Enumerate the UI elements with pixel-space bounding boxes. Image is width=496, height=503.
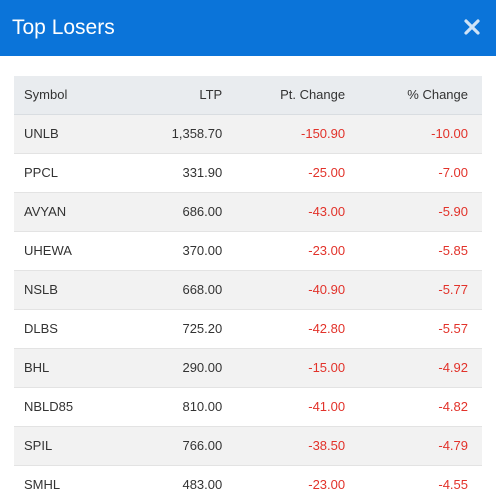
cell-symbol: NBLD85 [14, 387, 125, 427]
table-row: NSLB 668.00 -40.90 -5.77 [14, 270, 482, 310]
cell-ltp: 331.90 [124, 153, 233, 193]
cell-symbol: PPCL [14, 153, 125, 193]
cell-pct-change: -4.82 [355, 387, 482, 427]
close-button[interactable] [462, 17, 482, 37]
cell-ltp: 810.00 [124, 387, 233, 427]
cell-ltp: 686.00 [124, 192, 233, 232]
table-header-row: Symbol LTP Pt. Change % Change [14, 76, 482, 115]
cell-ltp: 1,358.70 [124, 114, 233, 154]
cell-pct-change: -5.85 [355, 231, 482, 271]
cell-ltp: 290.00 [124, 348, 233, 388]
cell-pt-change: -25.00 [232, 153, 356, 193]
cell-symbol: UNLB [14, 114, 125, 154]
table-row: NBLD85 810.00 -41.00 -4.82 [14, 387, 482, 427]
cell-ltp: 668.00 [124, 270, 233, 310]
cell-pct-change: -4.79 [355, 426, 482, 466]
cell-ltp: 370.00 [124, 231, 233, 271]
table-row: BHL 290.00 -15.00 -4.92 [14, 348, 482, 388]
cell-pct-change: -10.00 [355, 114, 482, 154]
cell-pt-change: -41.00 [232, 387, 356, 427]
modal-title: Top Losers [12, 16, 115, 39]
cell-pt-change: -42.80 [232, 309, 356, 349]
losers-table-container: Symbol LTP Pt. Change % Change UNLB 1,35… [14, 76, 482, 503]
cell-symbol: DLBS [14, 309, 125, 349]
cell-ltp: 725.20 [124, 309, 233, 349]
cell-pt-change: -150.90 [232, 114, 356, 154]
cell-pt-change: -40.90 [232, 270, 356, 310]
cell-ltp: 766.00 [124, 426, 233, 466]
header-ltp: LTP [124, 76, 233, 115]
modal-header: Top Losers [0, 0, 496, 56]
cell-pt-change: -23.00 [232, 231, 356, 271]
table-row: UHEWA 370.00 -23.00 -5.85 [14, 231, 482, 271]
cell-ltp: 483.00 [124, 465, 233, 503]
cell-pct-change: -4.55 [355, 465, 482, 503]
header-symbol: Symbol [14, 76, 125, 115]
cell-pct-change: -7.00 [355, 153, 482, 193]
table-header: Symbol LTP Pt. Change % Change [14, 76, 482, 115]
cell-symbol: NSLB [14, 270, 125, 310]
table-body: UNLB 1,358.70 -150.90 -10.00 PPCL 331.90… [14, 114, 482, 503]
cell-pt-change: -38.50 [232, 426, 356, 466]
losers-table: Symbol LTP Pt. Change % Change UNLB 1,35… [14, 76, 482, 503]
cell-symbol: AVYAN [14, 192, 125, 232]
cell-pt-change: -43.00 [232, 192, 356, 232]
cell-pt-change: -23.00 [232, 465, 356, 503]
table-row: SPIL 766.00 -38.50 -4.79 [14, 426, 482, 466]
close-icon [464, 19, 480, 35]
cell-pt-change: -15.00 [232, 348, 356, 388]
cell-pct-change: -5.90 [355, 192, 482, 232]
cell-pct-change: -5.57 [355, 309, 482, 349]
cell-pct-change: -4.92 [355, 348, 482, 388]
cell-pct-change: -5.77 [355, 270, 482, 310]
table-row: DLBS 725.20 -42.80 -5.57 [14, 309, 482, 349]
header-pt-change: Pt. Change [232, 76, 356, 115]
cell-symbol: SMHL [14, 465, 125, 503]
cell-symbol: UHEWA [14, 231, 125, 271]
cell-symbol: SPIL [14, 426, 125, 466]
table-row: AVYAN 686.00 -43.00 -5.90 [14, 192, 482, 232]
cell-symbol: BHL [14, 348, 125, 388]
header-pct-change: % Change [355, 76, 482, 115]
table-row: PPCL 331.90 -25.00 -7.00 [14, 153, 482, 193]
table-row: UNLB 1,358.70 -150.90 -10.00 [14, 114, 482, 154]
table-row: SMHL 483.00 -23.00 -4.55 [14, 465, 482, 503]
